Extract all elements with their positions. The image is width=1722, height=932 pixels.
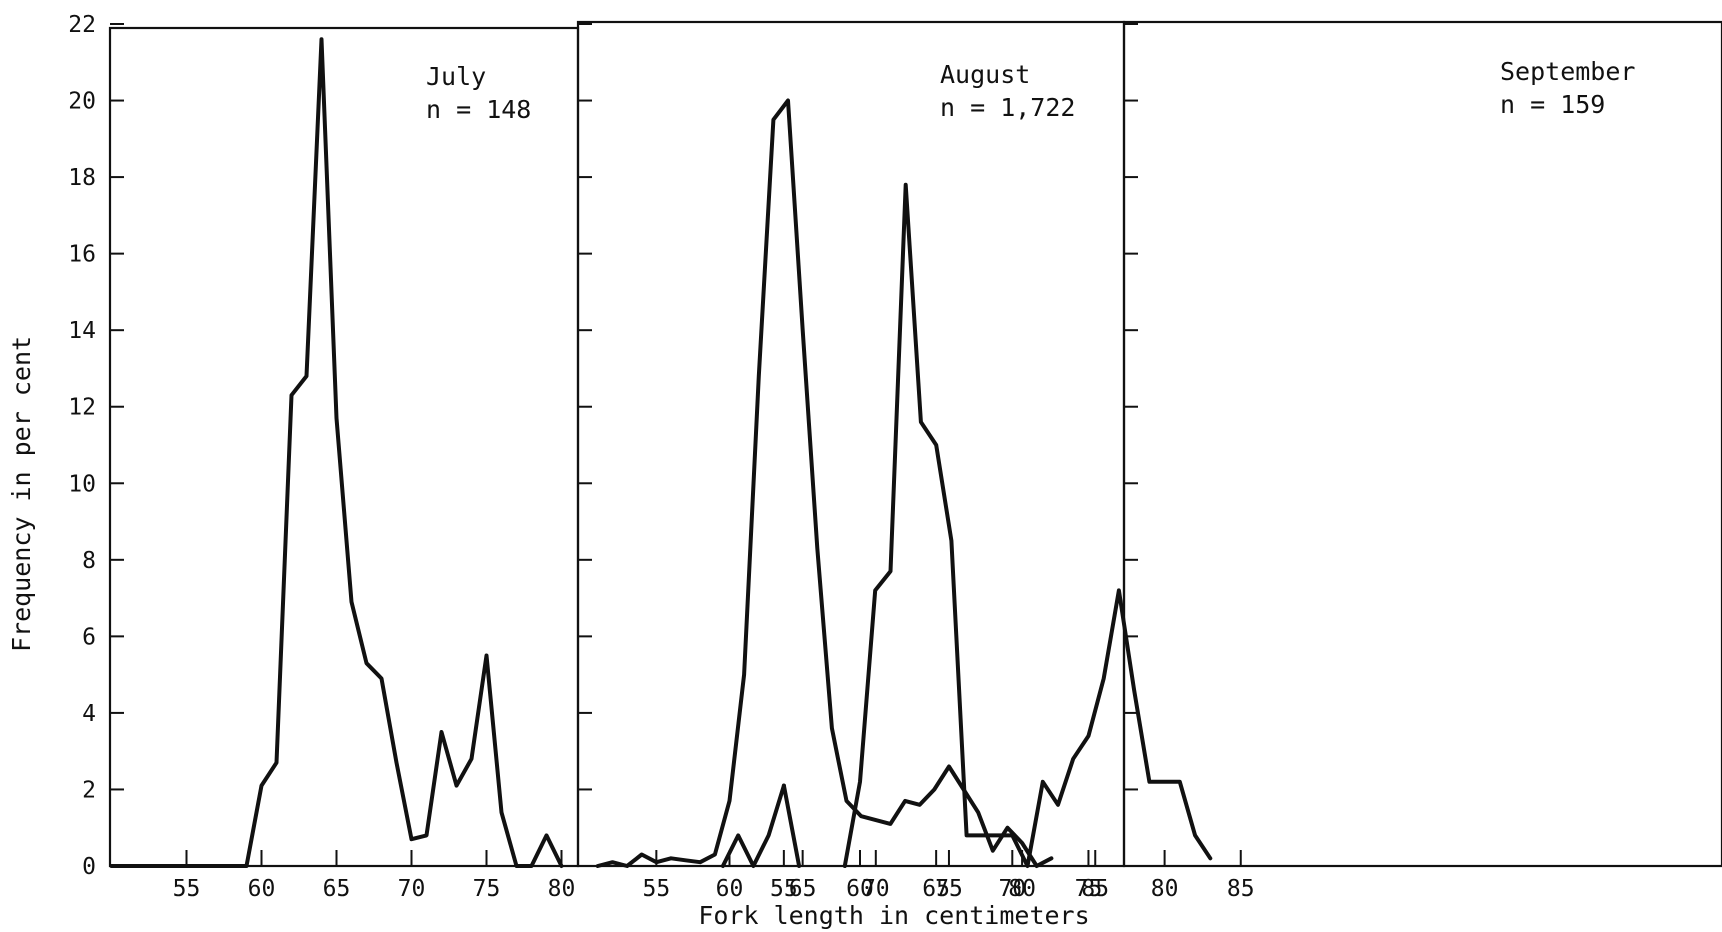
x-tick-label: 65: [922, 876, 950, 902]
x-tick-label: 55: [770, 876, 798, 902]
y-tick-label: 10: [68, 471, 96, 497]
y-axis: 0 2 4 6 8 10 12 14 16 18 20 22: [68, 12, 1138, 880]
x-tick-label: 80: [1008, 876, 1036, 902]
y-tick-label: 20: [68, 89, 96, 115]
y-tick-label: 16: [68, 242, 96, 268]
panel-frame-july: [108, 26, 580, 868]
panel-frames: [108, 20, 1722, 868]
y-tick-label: 6: [82, 624, 96, 650]
y-tick-label: 8: [82, 548, 96, 574]
panel-frame-september: [1122, 20, 1722, 868]
x-tick-label: 80: [548, 876, 576, 902]
y-tick-label: 14: [68, 318, 96, 344]
panel-title-september: September: [1500, 57, 1635, 86]
x-tick-label: 55: [173, 876, 201, 902]
x-tick-label: 70: [862, 876, 890, 902]
series-line-august: [595, 98, 1054, 868]
series-lines: [109, 37, 1213, 868]
series-line-july: [109, 37, 564, 868]
x-axes: 55 60 65 70 75 80 55 60 65 70 75 80 85 55 60 65 70 75 80 85: [173, 850, 1255, 902]
panel-n-september: n = 159: [1500, 90, 1605, 119]
series-line-september: [781, 783, 802, 868]
x-tick-label: 85: [1227, 876, 1255, 902]
y-tick-label: 12: [68, 395, 96, 421]
y-tick-label: 22: [68, 12, 96, 38]
x-tick-label: 70: [398, 876, 426, 902]
y-axis-title: Frequency in per cent: [7, 336, 36, 652]
x-tick-label: 55: [642, 876, 670, 902]
series-line-september: [720, 783, 786, 868]
panel-n-august: n = 1,722: [940, 93, 1075, 122]
y-tick-label: 4: [82, 701, 96, 727]
panel-labels: July n = 148 August n = 1,722 September n = 1…: [426, 57, 1635, 124]
x-tick-label: 80: [1151, 876, 1179, 902]
y-tick-label: 18: [68, 165, 96, 191]
x-tick-label: 65: [789, 876, 817, 902]
x-tick-label: 65: [323, 876, 351, 902]
x-tick-label: 75: [1075, 876, 1103, 902]
x-axis-title: Fork length in centimeters: [698, 901, 1089, 930]
x-tick-label: 85: [1081, 876, 1109, 902]
panel-frame-august: [576, 20, 1126, 868]
y-tick-label: 2: [82, 777, 96, 803]
x-tick-label: 75: [935, 876, 963, 902]
x-tick-label: 70: [998, 876, 1026, 902]
x-tick-label: 75: [473, 876, 501, 902]
panel-n-july: n = 148: [426, 95, 531, 124]
panel-title-july: July: [426, 62, 486, 91]
x-tick-label: 60: [846, 876, 874, 902]
x-tick-label: 60: [248, 876, 276, 902]
y-tick-label: 0: [82, 854, 96, 880]
panel-title-august: August: [940, 60, 1030, 89]
x-tick-label: 60: [716, 876, 744, 902]
series-line-september: [842, 182, 1213, 868]
